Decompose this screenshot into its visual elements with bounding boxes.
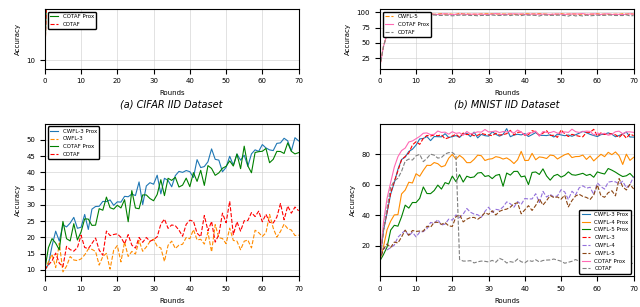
X-axis label: Rounds: Rounds (494, 90, 520, 96)
Y-axis label: Accuracy: Accuracy (349, 184, 356, 216)
Y-axis label: Accuracy: Accuracy (15, 184, 20, 216)
Legend: CWFL-3 Prox, CWFL-3, COTAF Prox, COTAF: CWFL-3 Prox, CWFL-3, COTAF Prox, COTAF (47, 126, 99, 159)
X-axis label: Rounds: Rounds (159, 297, 184, 304)
Legend: COTAF Prox, COTAF: COTAF Prox, COTAF (47, 12, 96, 29)
Text: (b) MNIST IID Dataset: (b) MNIST IID Dataset (454, 99, 559, 109)
Text: (a) CIFAR IID Dataset: (a) CIFAR IID Dataset (120, 99, 223, 109)
Y-axis label: Accuracy: Accuracy (15, 23, 20, 55)
X-axis label: Rounds: Rounds (159, 90, 184, 96)
X-axis label: Rounds: Rounds (494, 297, 520, 304)
Legend: CWFL-5, COTAF Prox, COTAF: CWFL-5, COTAF Prox, COTAF (383, 12, 431, 37)
Legend: CWFL-3 Prox, CWFL-4 Prox, CWFL-5 Prox, CWFL-3, CWFL-4, CWFL-5, COTAF Prox, COTAF: CWFL-3 Prox, CWFL-4 Prox, CWFL-5 Prox, C… (579, 210, 631, 274)
Y-axis label: Accuracy: Accuracy (345, 23, 351, 55)
